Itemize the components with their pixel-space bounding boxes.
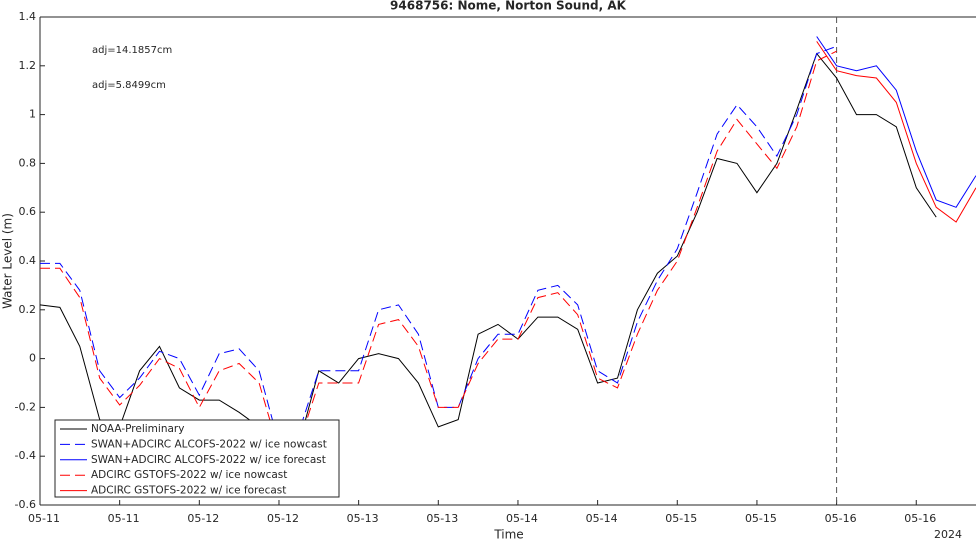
series-line bbox=[40, 50, 837, 452]
x-tick-label: 05-11 bbox=[28, 512, 60, 525]
x-tick-label: 05-16 bbox=[904, 512, 936, 525]
x-tick-label: 05-15 bbox=[665, 512, 697, 525]
legend-label: NOAA-Preliminary bbox=[91, 423, 184, 435]
legend-box bbox=[54, 419, 340, 498]
annotation: adj=5.8499cm bbox=[92, 80, 166, 91]
y-tick-label: 0 bbox=[29, 352, 36, 365]
y-axis-label: Water Level (m) bbox=[1, 213, 15, 309]
y-tick-label: -0.2 bbox=[15, 400, 36, 413]
legend-label: ADCIRC GSTOFS-2022 w/ ice nowcast bbox=[91, 469, 287, 481]
y-tick-label: -0.6 bbox=[15, 498, 36, 511]
annotation: adj=14.1857cm bbox=[92, 45, 172, 56]
x-tick-label: 05-13 bbox=[426, 512, 458, 525]
x-tick-label: 05-12 bbox=[187, 512, 219, 525]
y-tick-label: 0.8 bbox=[19, 156, 37, 169]
series-line bbox=[816, 36, 976, 208]
chart-title: 9468756: Nome, Norton Sound, AK bbox=[390, 0, 627, 13]
legend-label: SWAN+ADCIRC ALCOFS-2022 w/ ice nowcast bbox=[91, 438, 327, 450]
y-tick-label: 1.2 bbox=[19, 59, 37, 72]
series-line bbox=[39, 52, 937, 457]
x-tick-label: 05-13 bbox=[347, 512, 379, 525]
x-tick-label: 05-15 bbox=[745, 512, 777, 525]
legend-label: SWAN+ADCIRC ALCOFS-2022 w/ ice forecast bbox=[91, 454, 326, 466]
y-tick-label: 0.2 bbox=[19, 303, 37, 316]
y-tick-label: 0.6 bbox=[19, 205, 37, 218]
y-tick-label: 0.4 bbox=[19, 254, 37, 267]
x-tick-label: 05-14 bbox=[586, 512, 618, 525]
y-tick-label: 1 bbox=[29, 108, 36, 121]
x-year-label: 2024 bbox=[934, 528, 962, 541]
y-tick-label: -0.4 bbox=[15, 449, 36, 462]
x-tick-label: 05-12 bbox=[267, 512, 299, 525]
x-axis-label: Time bbox=[493, 528, 523, 541]
y-tick-label: 1.4 bbox=[19, 10, 37, 23]
x-tick-label: 05-16 bbox=[825, 512, 857, 525]
legend-label: ADCIRC GSTOFS-2022 w/ ice forecast bbox=[91, 485, 286, 497]
x-tick-label: 05-11 bbox=[108, 512, 140, 525]
series-line bbox=[816, 41, 976, 223]
x-tick-label: 05-14 bbox=[506, 512, 538, 525]
